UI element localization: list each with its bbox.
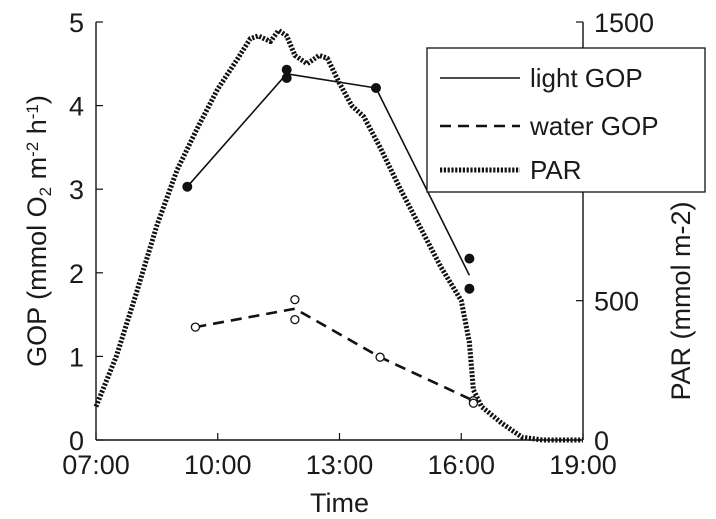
series-line-par (93, 27, 583, 443)
water-gop-point (375, 352, 385, 362)
water-gop-point (468, 398, 479, 408)
water-gop-point (190, 322, 201, 332)
series-line-water-gop (195, 307, 474, 402)
y2-tick-label: 1500 (594, 8, 654, 38)
x-tick-label: 16:00 (427, 450, 495, 480)
y-axis-label: GOP (mmol O2 m-2 h-1) (22, 95, 55, 367)
light-gop-point (281, 64, 292, 75)
y-tick-label: 4 (69, 92, 84, 122)
y2-tick-label: 0 (594, 426, 609, 456)
x-tick-label: 07:00 (62, 450, 130, 480)
x-tick-label: 13:00 (306, 450, 374, 480)
legend: light GOP water GOP PAR (426, 47, 706, 193)
axes: 07:00 10:00 13:00 16:00 19:0001234505001500T… (22, 8, 696, 518)
light-gop-point (281, 73, 292, 83)
legend-label: light GOP (530, 63, 643, 93)
y-tick-label: 3 (69, 175, 84, 205)
legend-box (426, 47, 706, 193)
plot-area (93, 27, 583, 443)
y-tick-label: 1 (69, 342, 84, 372)
y-tick-label: 2 (69, 259, 84, 289)
legend-label: water GOP (529, 111, 659, 141)
y2-tick-label: 500 (594, 287, 639, 317)
x-tick-label: 10:00 (184, 450, 252, 480)
x-axis-label: Time (310, 488, 369, 518)
water-gop-point (290, 314, 300, 325)
light-gop-point (182, 181, 193, 192)
x-tick-label: 19:00 (549, 450, 617, 480)
series-line-light-gop (186, 73, 471, 276)
light-gop-point (371, 83, 381, 93)
legend-label: PAR (530, 155, 582, 185)
y-tick-label: 0 (69, 426, 84, 456)
y-tick-label: 5 (69, 8, 84, 38)
y2-axis-label: PAR (mmol m-2) (666, 202, 696, 401)
light-gop-point (464, 283, 475, 294)
water-gop-point (290, 294, 300, 305)
light-gop-point (464, 253, 475, 264)
